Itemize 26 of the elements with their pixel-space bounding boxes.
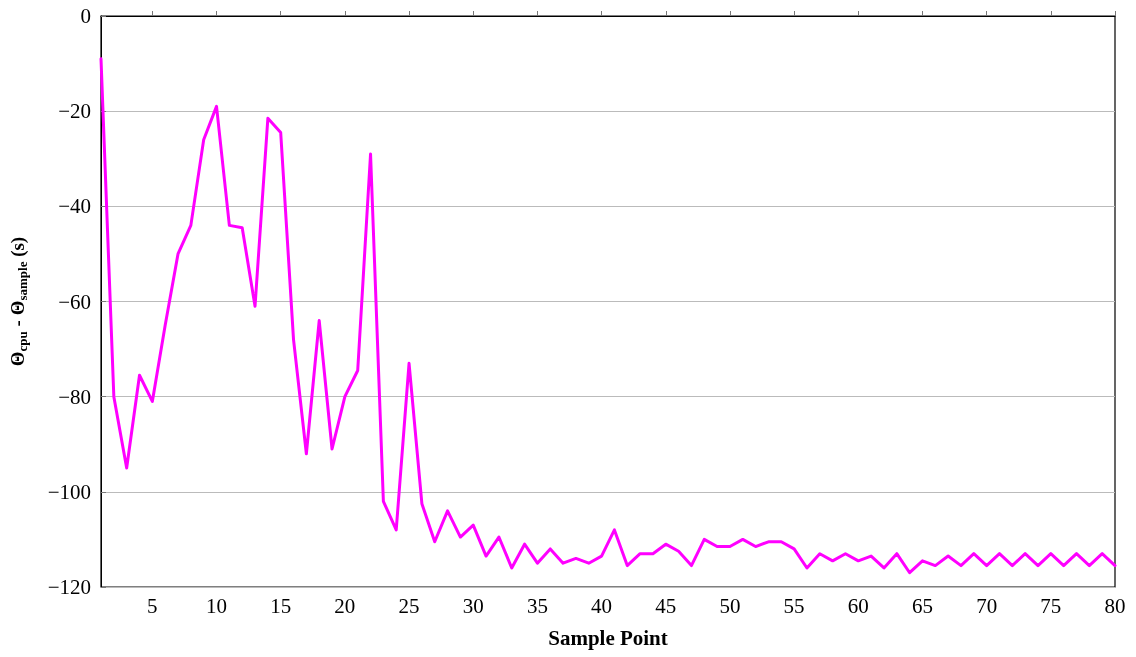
x-tick-label: 40: [591, 593, 613, 618]
x-tick-label: 5: [147, 593, 158, 618]
y-tick-label: −60: [58, 289, 91, 314]
x-tick-label: 60: [847, 593, 869, 618]
x-tick-label: 75: [1040, 593, 1062, 618]
x-tick-label: 65: [911, 593, 933, 618]
line-series: [99, 57, 1117, 575]
x-tick-label: 80: [1104, 593, 1126, 618]
y-tick-label: −80: [58, 384, 91, 409]
x-tick-label: 15: [270, 593, 292, 618]
x-tick-label: 25: [398, 593, 420, 618]
y-tick-label: −100: [47, 479, 91, 504]
y-axis-title: Θcpu - Θsample (s): [7, 236, 30, 367]
x-tick-label: 70: [976, 593, 998, 618]
x-axis-title: Sample Point: [548, 625, 668, 650]
x-tick-label: 10: [206, 593, 228, 618]
x-tick-label: 55: [783, 593, 805, 618]
y-tick-label: 0: [80, 4, 91, 28]
y-tick-label: −20: [58, 99, 91, 124]
y-tick-label: −40: [58, 194, 91, 219]
y-tick-label: −120: [47, 575, 91, 599]
x-tick-label: 45: [655, 593, 677, 618]
x-tick-label: 30: [462, 593, 484, 618]
x-tick-label: 20: [334, 593, 356, 618]
x-tick-label: 35: [526, 593, 548, 618]
x-tick-label: 50: [719, 593, 741, 618]
